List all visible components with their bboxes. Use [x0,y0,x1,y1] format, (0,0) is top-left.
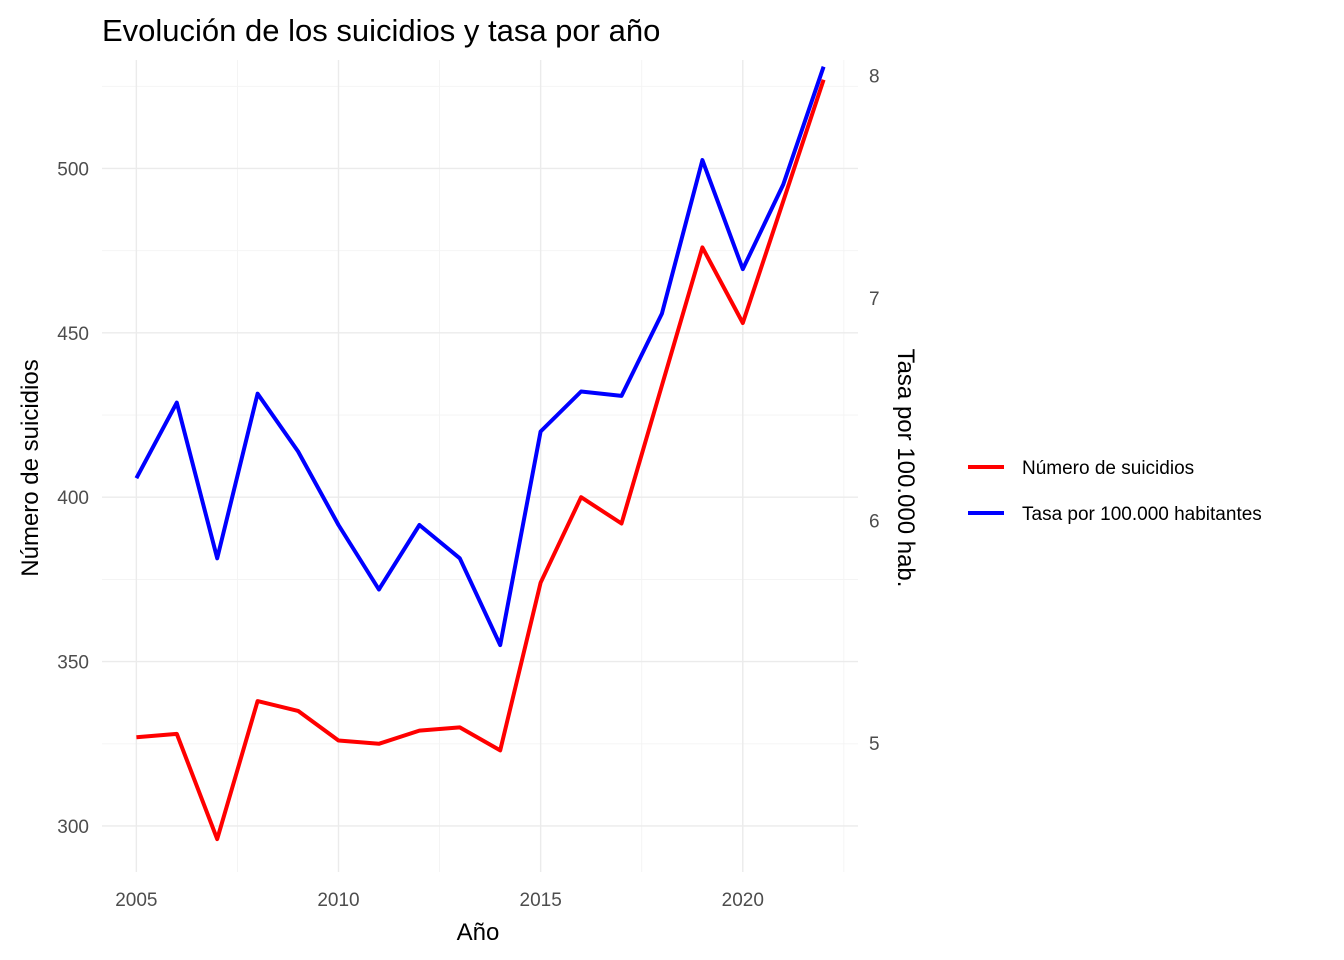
y-tick-label: 450 [57,324,89,345]
legend: Número de suicidios Tasa por 100.000 hab… [968,458,1262,525]
x-tick-label: 2010 [317,890,359,911]
y2-tick-label: 6 [869,512,880,533]
y-tick-label: 300 [57,817,89,838]
x-tick-label: 2015 [520,890,562,911]
y-tick-label: 400 [57,488,89,509]
y-tick-label: 350 [57,653,89,674]
series-line-tasa [134,66,826,648]
y2-tick-label: 5 [869,734,880,755]
chart-title: Evolución de los suicidios y tasa por añ… [102,13,660,48]
legend-label-suicidios: Número de suicidios [1022,458,1194,479]
y-axis-ticks: 300 350 400 450 500 [57,159,89,837]
y2-tick-label: 8 [869,67,880,88]
y2-axis-title: Tasa por 100.000 hab. [892,349,919,588]
plot-grid [102,60,858,872]
legend-label-tasa: Tasa por 100.000 habitantes [1022,504,1262,525]
y-tick-label: 500 [57,159,89,180]
plot-lines [134,66,826,842]
y2-tick-label: 7 [869,289,880,310]
y-axis-title: Número de suicidios [17,359,44,576]
x-axis-ticks: 2005 2010 2015 2020 [115,890,764,911]
x-axis-title: Año [457,919,500,946]
y2-axis-ticks: 5 6 7 8 [869,67,880,755]
series-line-suicidios [136,79,826,842]
x-tick-label: 2020 [722,890,764,911]
x-tick-label: 2005 [115,890,157,911]
